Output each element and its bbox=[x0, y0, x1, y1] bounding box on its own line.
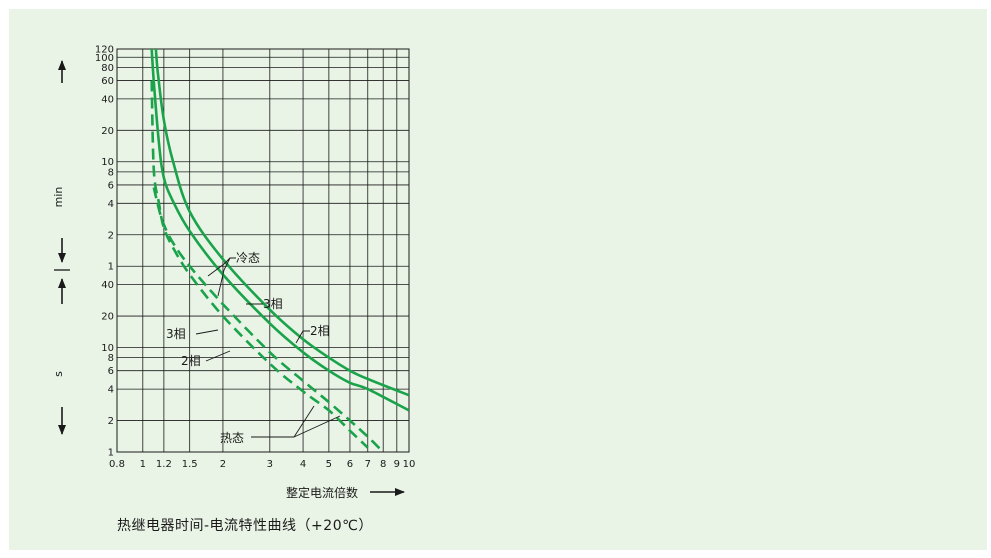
y-tick-label: 100 bbox=[95, 53, 114, 64]
annotation-cold-state: 冷态 bbox=[236, 251, 260, 265]
x-tick-label: 10 bbox=[403, 459, 416, 470]
curve-series-4 bbox=[152, 187, 385, 452]
y-unit-min-label: min bbox=[52, 187, 65, 208]
chart-curves bbox=[150, 49, 409, 452]
y-tick-label: 2 bbox=[108, 230, 114, 241]
y-tick-label: 8 bbox=[108, 353, 114, 364]
x-tick-label: 3 bbox=[267, 459, 273, 470]
plot-border bbox=[116, 48, 410, 453]
y-axis-unit-markers: min s bbox=[52, 60, 70, 435]
tick-labels: 0.8 1 1.2 1.5 2 3 4 5 6 7 8 9 1012468102040124681020… bbox=[95, 45, 415, 471]
x-tick-label: 6 bbox=[347, 459, 353, 470]
y-tick-label: 1 bbox=[108, 262, 114, 273]
x-tick-label: 2 bbox=[220, 459, 226, 470]
chart-caption: 热继电器时间-电流特性曲线（+20℃） bbox=[117, 518, 373, 534]
x-tick-label: 5 bbox=[326, 459, 332, 470]
y-tick-label: 4 bbox=[108, 199, 114, 210]
x-tick-label: 1.5 bbox=[182, 459, 198, 470]
y-tick-label: 2 bbox=[108, 416, 114, 427]
annotation-hot-2phase: 2相 bbox=[181, 354, 201, 368]
x-tick-label: 9 bbox=[394, 459, 400, 470]
y-tick-label: 20 bbox=[101, 312, 114, 323]
y-tick-label: 8 bbox=[108, 167, 114, 178]
y-tick-label: 40 bbox=[101, 280, 114, 291]
y-tick-label: 20 bbox=[101, 126, 114, 137]
curve-series-1 bbox=[154, 49, 409, 397]
x-tick-label: 1.2 bbox=[156, 459, 172, 470]
y-tick-label: 10 bbox=[101, 343, 114, 354]
x-tick-label: 7 bbox=[365, 459, 371, 470]
y-tick-label: 80 bbox=[101, 63, 114, 74]
x-tick-label: 8 bbox=[380, 459, 386, 470]
y-tick-label: 40 bbox=[101, 94, 114, 105]
y-tick-label: 120 bbox=[95, 45, 114, 56]
annotation-hot-3phase: 3相 bbox=[166, 327, 186, 341]
annotation-cold-3phase: 3相 bbox=[263, 297, 283, 311]
chart-grid bbox=[116, 48, 410, 453]
x-tick-label: 0.8 bbox=[109, 459, 125, 470]
x-tick-label: 1 bbox=[140, 459, 146, 470]
y-tick-label: 6 bbox=[108, 180, 114, 191]
x-tick-label: 4 bbox=[300, 459, 306, 470]
y-tick-label: 60 bbox=[101, 76, 114, 87]
y-tick-label: 6 bbox=[108, 366, 114, 377]
y-tick-label: 4 bbox=[108, 385, 114, 396]
y-tick-label: 10 bbox=[101, 157, 114, 168]
annotation-cold-2phase: 2相 bbox=[310, 324, 330, 338]
curve-series-3 bbox=[150, 80, 369, 449]
y-unit-s-label: s bbox=[52, 371, 65, 377]
x-axis-label: 整定电流倍数 bbox=[286, 485, 358, 500]
annotation-hot-state: 热态 bbox=[220, 431, 244, 445]
curve-annotations: 冷态 3相 2相 3相 2相 热态 bbox=[166, 251, 341, 445]
y-tick-label: 1 bbox=[108, 448, 114, 459]
